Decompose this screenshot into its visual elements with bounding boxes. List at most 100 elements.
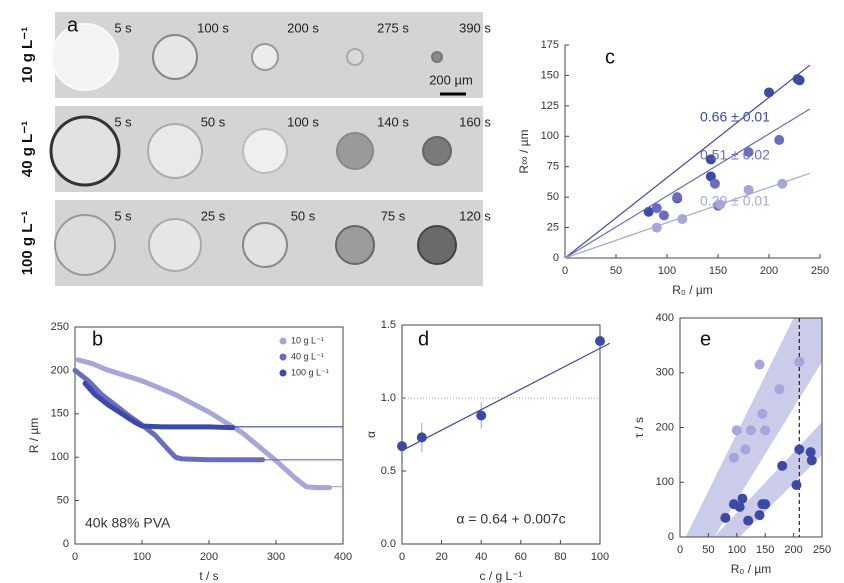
droplet [346, 48, 364, 66]
data-point [737, 493, 748, 504]
time-label: 120 s [459, 208, 491, 223]
data-point [651, 203, 662, 214]
y-tick-label: 0.0 [381, 538, 396, 550]
data-point [764, 87, 774, 98]
time-label: 390 s [459, 20, 491, 35]
data-point [677, 214, 688, 225]
data-point [774, 384, 785, 395]
y-tick-label: 250 [51, 321, 69, 333]
data-line [72, 367, 266, 463]
y-tick-label: 1.0 [381, 392, 396, 404]
x-tick-label: 50 [702, 544, 714, 556]
data-point [709, 178, 720, 189]
time-label: 275 s [377, 20, 409, 35]
data-point [757, 408, 768, 419]
y-tick-label: 150 [51, 408, 69, 420]
data-point [805, 447, 816, 458]
y-tick-label: 25 [547, 221, 559, 233]
legend-label: 100 g L⁻¹ [291, 367, 329, 377]
data-point [731, 425, 742, 436]
x-tick-label: 50 [610, 265, 622, 277]
x-tick-label: 20 [435, 551, 447, 563]
time-label: 50 s [201, 114, 226, 129]
data-point [715, 199, 726, 210]
x-tick-label: 60 [515, 551, 527, 563]
fit-line [401, 342, 611, 452]
x-tick-label: 200 [784, 544, 802, 556]
droplet [49, 115, 121, 187]
y-tick-label: 0 [63, 538, 69, 550]
x-tick-label: 100 [728, 544, 746, 556]
row-label: 100 g L⁻¹ [19, 211, 36, 276]
y-tick-label: 0 [668, 531, 674, 543]
droplet [51, 23, 119, 91]
droplet [335, 225, 375, 265]
fit-annotation: 0.66 ± 0.01 [700, 109, 770, 125]
panel-label: c [605, 46, 615, 68]
data-point [760, 425, 771, 436]
data-point [672, 192, 683, 203]
y-tick-label: 0.5 [381, 465, 396, 477]
droplet [417, 225, 457, 265]
y-axis-label: R / µm [27, 418, 41, 454]
data-point [705, 171, 716, 182]
data-point [720, 512, 731, 523]
fit-line [564, 108, 811, 259]
data-point [595, 336, 605, 347]
data-point [705, 154, 716, 165]
data-point [774, 134, 785, 145]
time-label: 160 s [459, 114, 491, 129]
data-point [476, 410, 487, 421]
x-tick-label: 100 [591, 551, 609, 563]
plot-frame [401, 324, 601, 545]
y-tick-label: 200 [51, 364, 69, 376]
row-label: 10 g L⁻¹ [19, 27, 36, 83]
time-label: 25 s [201, 208, 226, 223]
y-tick-label: 150 [541, 69, 559, 81]
fit-annotation: 0.51 ± 0.02 [700, 147, 770, 163]
droplet [147, 123, 203, 179]
panel-label: e [700, 328, 711, 350]
x-axis-label: t / s [199, 569, 218, 583]
legend-marker [279, 369, 287, 377]
droplet [336, 132, 374, 170]
chart-annotation: 40k 88% PVA [85, 515, 171, 531]
time-label: 5 s [114, 114, 132, 129]
legend-marker [279, 353, 287, 361]
time-label: 5 s [114, 20, 132, 35]
time-label: 100 s [287, 114, 319, 129]
data-point [777, 178, 788, 189]
legend-label: 10 g L⁻¹ [291, 335, 324, 345]
data-point [754, 510, 765, 521]
droplet [54, 214, 116, 276]
x-tick-label: 100 [133, 551, 151, 563]
x-tick-label: 80 [554, 551, 566, 563]
x-tick-label: 0 [677, 544, 683, 556]
y-tick-label: 300 [656, 367, 674, 379]
y-tick-label: 100 [656, 476, 674, 488]
data-point [777, 460, 788, 471]
y-tick-label: 75 [547, 161, 559, 173]
legend-label: 40 g L⁻¹ [291, 351, 324, 361]
y-axis-label: R∞ / µm [517, 129, 531, 173]
y-tick-label: 50 [547, 191, 559, 203]
data-point [743, 515, 754, 526]
data-point [743, 184, 754, 195]
panel-label: b [92, 328, 103, 350]
y-tick-label: 1.5 [381, 319, 396, 331]
y-tick-label: 200 [656, 421, 674, 433]
scale-bar-label: 200 µm [429, 72, 473, 87]
time-label: 200 s [287, 20, 319, 35]
y-tick-label: 50 [57, 495, 69, 507]
data-point [754, 359, 765, 370]
fit-annotation: 0.29 ± 0.01 [700, 193, 770, 209]
row-label: 40 g L⁻¹ [19, 121, 36, 177]
data-point [734, 501, 745, 512]
fit-line [564, 172, 810, 259]
data-point [746, 425, 756, 436]
x-axis-label: c / g L⁻¹ [479, 569, 522, 583]
data-point [794, 75, 805, 86]
x-tick-label: 200 [200, 551, 218, 563]
x-axis-label: R₀ / µm [731, 562, 772, 576]
legend-marker [279, 337, 287, 345]
